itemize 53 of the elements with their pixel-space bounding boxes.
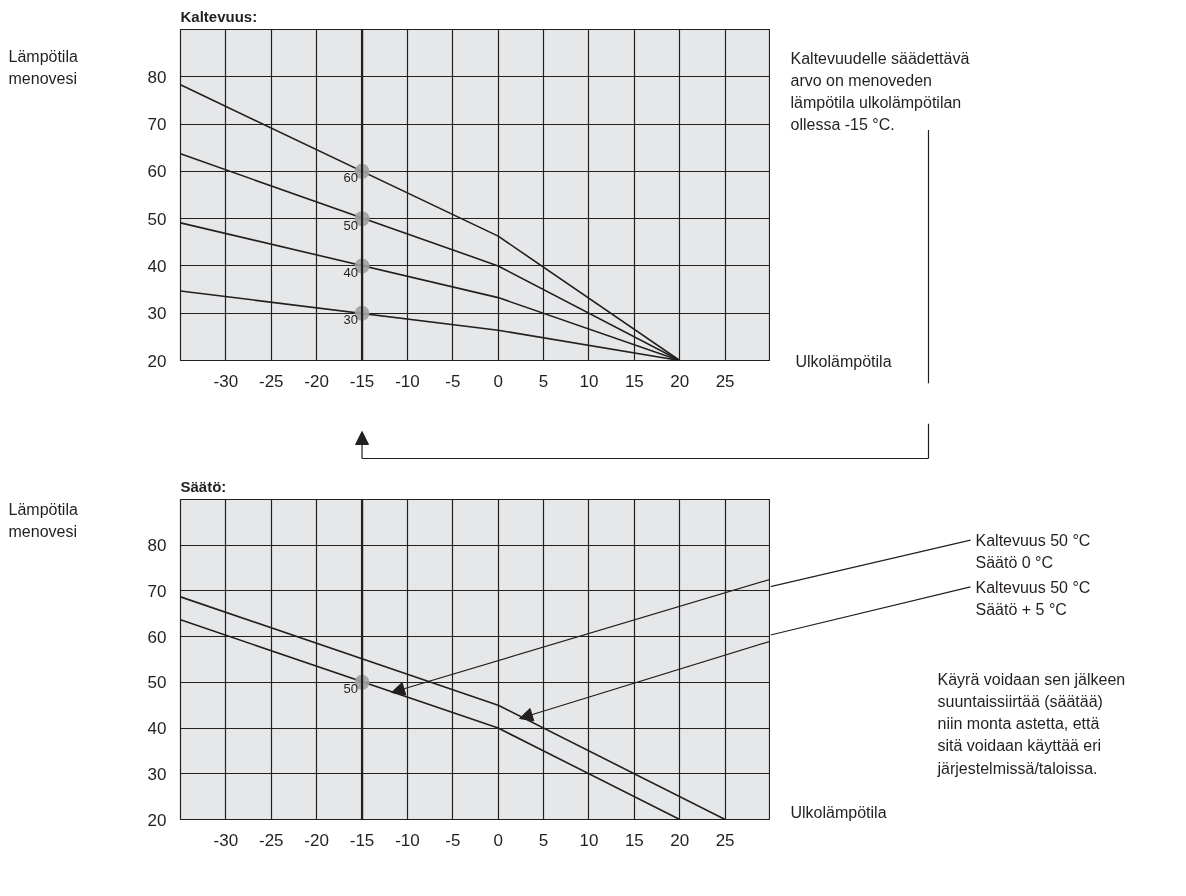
y-tick-label: 50 xyxy=(147,673,167,693)
x-tick-label: -5 xyxy=(445,371,461,391)
y-axis-title: Lämpötila menovesi xyxy=(8,501,78,541)
x-tick-label: 5 xyxy=(538,830,549,850)
data-label: 60 xyxy=(343,170,359,186)
x-tick-label: 25 xyxy=(715,371,735,391)
x-axis-title: Ulkolämpötila xyxy=(790,803,887,821)
y-tick-label: 40 xyxy=(147,256,167,276)
y-tick-label: 80 xyxy=(147,536,167,556)
y-tick-label: 60 xyxy=(147,162,167,182)
x-tick-label: 25 xyxy=(715,830,735,850)
x-tick-label: 5 xyxy=(538,371,549,391)
text: Kaltevuus 50 °C Säätö 0 °C xyxy=(975,532,1091,572)
text: Kaltevuudelle säädettävä arvo on menoveden lämpötila ulkolämpötilan ollessa -15 °C. xyxy=(790,49,970,133)
x-tick-label: 15 xyxy=(624,830,644,850)
chart-title: Säätö: xyxy=(180,477,227,495)
x-tick-label: 20 xyxy=(670,830,690,850)
data-label: 50 xyxy=(343,217,359,233)
x-tick-label: 10 xyxy=(579,371,599,391)
x-axis-title: Ulkolämpötila xyxy=(795,352,892,370)
x-tick-label: -15 xyxy=(349,371,375,391)
y-tick-label: 30 xyxy=(147,764,167,784)
data-label: 50 xyxy=(343,681,359,697)
x-tick-label: 0 xyxy=(493,371,503,391)
y-tick-label: 70 xyxy=(147,115,167,135)
data-label: 40 xyxy=(343,264,359,280)
x-tick-label: -20 xyxy=(304,830,329,850)
x-tick-label: 10 xyxy=(579,830,599,850)
x-tick-label: 15 xyxy=(624,371,644,391)
x-tick-label: -25 xyxy=(258,371,284,391)
text: Kaltevuus 50 °C Säätö + 5 °C xyxy=(975,579,1091,619)
y-axis-title: Lämpötila menovesi xyxy=(8,47,78,88)
x-tick-label: -30 xyxy=(213,371,239,391)
x-tick-label: -10 xyxy=(395,371,420,391)
y-tick-label: 70 xyxy=(147,581,167,601)
x-tick-label: -15 xyxy=(349,830,375,850)
x-tick-label: -25 xyxy=(258,830,284,850)
x-tick-label: -10 xyxy=(395,830,420,850)
y-tick-label: 20 xyxy=(147,810,167,830)
chart-title: Kaltevuus: xyxy=(180,7,258,25)
x-tick-label: 0 xyxy=(493,830,503,850)
y-tick-label: 40 xyxy=(147,719,167,739)
x-tick-label: -5 xyxy=(445,830,461,850)
text: Käyrä voidaan sen jälkeen suuntaissiirtää (säätää) niin monta astetta, että sitä voidaan käyttää eri järjestelmissä/taloissa. xyxy=(936,671,1126,777)
data-label: 30 xyxy=(343,312,359,328)
y-tick-label: 60 xyxy=(147,627,167,647)
y-tick-label: 80 xyxy=(147,67,167,87)
x-tick-label: -20 xyxy=(304,371,329,391)
x-tick-label: 20 xyxy=(670,371,690,391)
y-tick-label: 20 xyxy=(147,351,167,371)
y-tick-label: 50 xyxy=(147,209,167,229)
x-tick-label: -30 xyxy=(213,830,239,850)
y-tick-label: 30 xyxy=(147,304,167,324)
